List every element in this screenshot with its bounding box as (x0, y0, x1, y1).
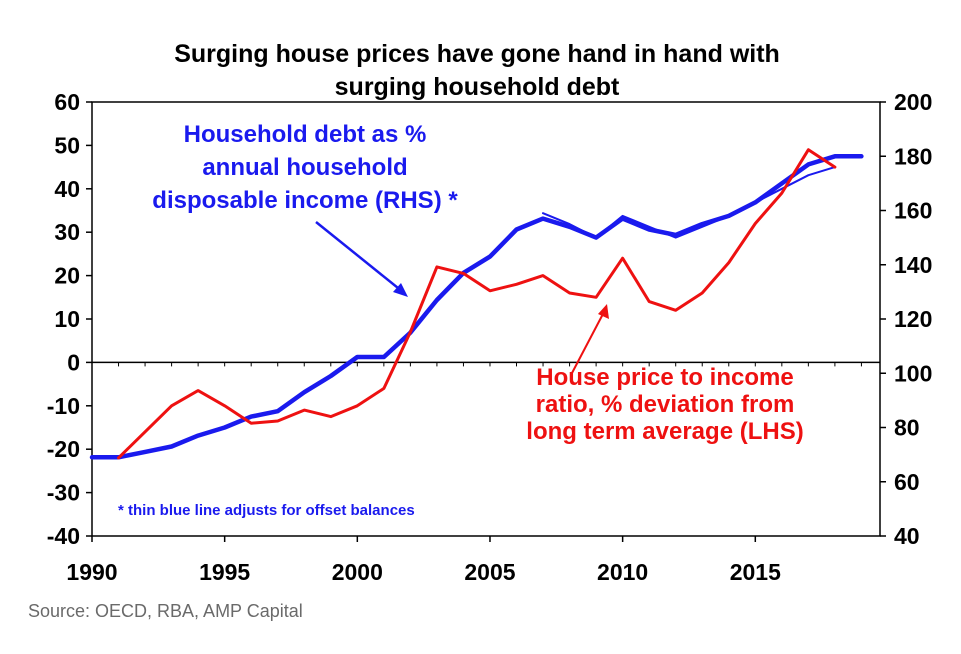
chart: Surging house prices have gone hand in h… (47, 40, 933, 585)
right-tick-label: 60 (894, 469, 920, 495)
right-tick-label: 160 (894, 198, 932, 224)
right-tick-label: 100 (894, 360, 932, 386)
x-tick-label: 1990 (66, 559, 117, 585)
left-tick-label: -30 (47, 480, 80, 506)
price-label-line-1: House price to income (536, 364, 793, 391)
price-label-line-3: long term average (LHS) (526, 418, 803, 445)
right-tick-label: 140 (894, 252, 932, 278)
source-caption: Source: OECD, RBA, AMP Capital (28, 601, 303, 621)
x-tick-label: 2000 (332, 559, 383, 585)
footnote: * thin blue line adjusts for offset bala… (118, 502, 415, 519)
debt-label-line-3: disposable income (RHS) * (152, 187, 458, 214)
price-arrow (571, 311, 605, 374)
right-tick-label: 200 (894, 89, 932, 115)
price-arrow-head (598, 304, 609, 319)
left-tick-label: 50 (54, 132, 80, 158)
left-tick-label: 20 (54, 263, 80, 289)
series-group (89, 148, 864, 460)
chart-title-line-2: surging household debt (335, 73, 620, 101)
right-tick-label: 120 (894, 306, 932, 332)
x-tick-label: 2005 (464, 559, 515, 585)
right-tick-label: 80 (894, 415, 920, 441)
axes: 6050403020100-10-20-30-40200180160140120… (47, 89, 933, 585)
left-tick-label: 30 (54, 219, 80, 245)
price-label-line-2: ratio, % deviation from (536, 391, 795, 418)
left-tick-label: 0 (67, 349, 80, 375)
debt-label-line-2: annual household (202, 154, 407, 181)
left-tick-label: 40 (54, 176, 80, 202)
left-tick-label: -20 (47, 436, 80, 462)
left-tick-label: -10 (47, 393, 80, 419)
x-tick-label: 2015 (730, 559, 781, 585)
debt-label-line-1: Household debt as % (184, 121, 427, 148)
debt-arrow-head (393, 283, 408, 297)
debt-annotation: Household debt as % annual household dis… (152, 121, 458, 297)
price-annotation: House price to income ratio, % deviation… (526, 304, 804, 445)
right-tick-label: 180 (894, 143, 932, 169)
left-tick-label: -40 (47, 523, 80, 549)
left-tick-label: 60 (54, 89, 80, 115)
right-tick-label: 40 (894, 523, 920, 549)
x-tick-label: 1995 (199, 559, 250, 585)
debt-arrow (315, 221, 404, 293)
x-tick-label: 2010 (597, 559, 648, 585)
series-line-3 (117, 148, 837, 460)
left-tick-label: 10 (54, 306, 80, 332)
chart-title-line-1: Surging house prices have gone hand in h… (174, 40, 780, 68)
